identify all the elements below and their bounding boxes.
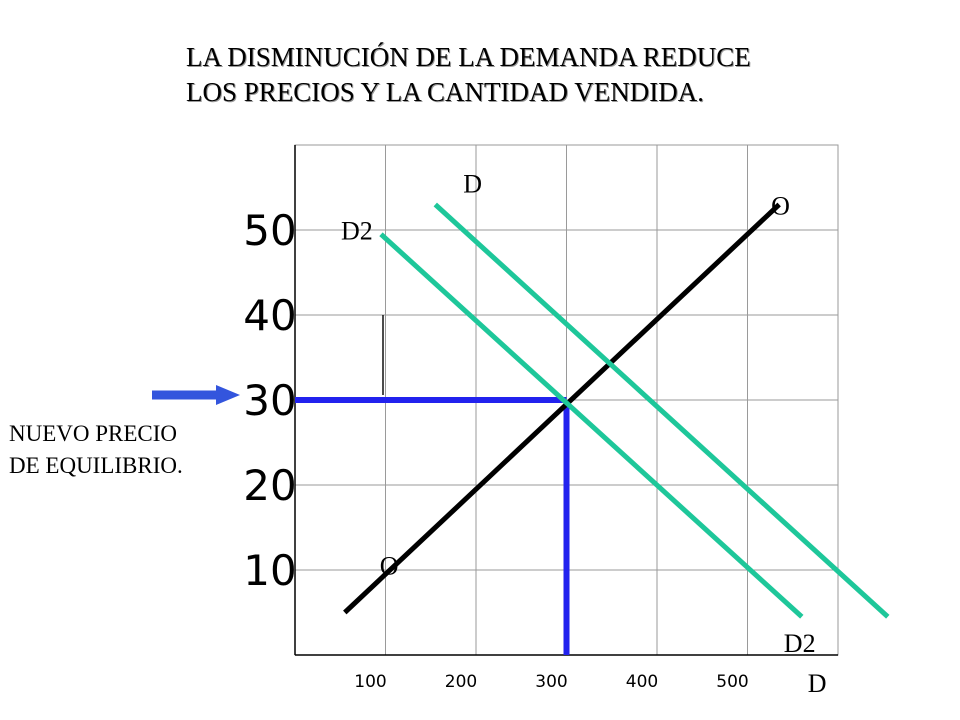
curve-label-o: O: [771, 192, 790, 221]
curve-label-d2: D2: [784, 629, 816, 658]
tick-labels: 10 20 30 40 50 100 200 300 400 500: [243, 206, 748, 692]
curve-label-o: O: [380, 552, 399, 581]
chart-title-line-1: LA DISMINUCIÓN DE LA DEMANDA REDUCE: [186, 42, 751, 72]
curve-label-d: D: [808, 669, 827, 698]
x-tick-label: 300: [535, 672, 567, 692]
chart-title-line-2: LOS PRECIOS Y LA CANTIDAD VENDIDA.: [186, 77, 705, 107]
curve-o: [343, 202, 781, 615]
note-line-2: DE EQUILIBRIO.: [9, 453, 183, 478]
x-tick-label: 200: [445, 672, 477, 692]
y-tick-label: 20: [243, 461, 296, 510]
new-equilibrium-price-note: NUEVO PRECIO DE EQUILIBRIO.: [9, 418, 183, 482]
x-tick-label: 100: [354, 672, 386, 692]
y-tick-label: 10: [243, 546, 296, 595]
x-tick-label: 500: [716, 672, 748, 692]
note-line-1: NUEVO PRECIO: [9, 421, 178, 446]
curve-labels: O O D D D2 D2: [341, 170, 827, 698]
y-tick-label: 50: [243, 206, 296, 255]
equilibrium-markers: [152, 385, 570, 655]
arrow-right-icon: [216, 385, 240, 405]
curve-d2: [379, 232, 804, 619]
curve-d: [433, 202, 890, 619]
curve-label-d: D: [463, 170, 482, 199]
chart-title: LA DISMINUCIÓN DE LA DEMANDA REDUCE LOS …: [186, 40, 906, 110]
curve-label-d2: D2: [341, 216, 373, 245]
curves: [343, 202, 890, 619]
x-tick-label: 400: [626, 672, 658, 692]
y-tick-label: 40: [243, 291, 296, 340]
y-tick-label: 30: [243, 376, 296, 425]
